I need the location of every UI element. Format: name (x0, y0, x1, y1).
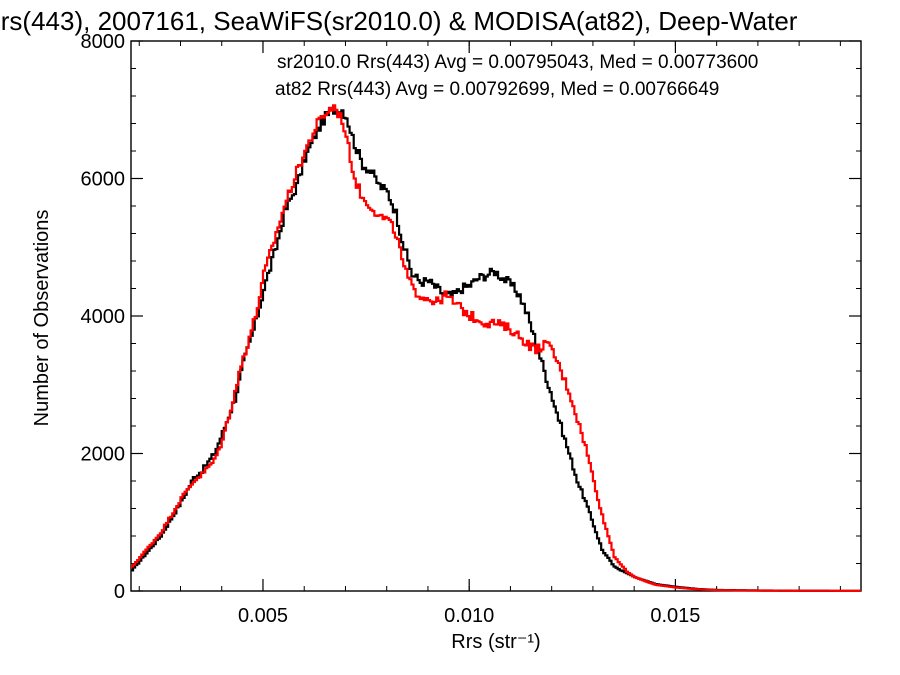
y-tick-label: 0 (114, 581, 125, 603)
x-tick-label: 0.010 (444, 605, 494, 627)
y-tick-label: 2000 (81, 444, 126, 466)
plot-frame (130, 40, 862, 592)
x-tick-label: 0.015 (650, 605, 700, 627)
y-tick-label: 6000 (81, 169, 126, 191)
legend-entry-sr2010: sr2010.0 Rrs(443) Avg = 0.00795043, Med … (277, 52, 758, 73)
series-line-at82 (131, 104, 861, 592)
y-axis-label: Number of Observations (31, 210, 53, 427)
series-layer (131, 104, 861, 592)
y-tick-label: 8000 (81, 31, 126, 53)
y-tick-label: 4000 (81, 306, 126, 328)
x-axis-label: Rrs (str⁻¹) (451, 631, 540, 653)
legend: sr2010.0 Rrs(443) Avg = 0.00795043, Med … (275, 52, 758, 100)
series-line-sr2010-0 (131, 107, 861, 592)
plot-axes: 0.005 0.010 0.015 0 2000 4000 6000 8000 (81, 31, 862, 627)
x-tick-label: 0.005 (238, 605, 288, 627)
chart-title: Rrs(443), 2007161, SeaWiFS(sr2010.0) & M… (0, 6, 798, 36)
legend-entry-at82: at82 Rrs(443) Avg = 0.00792699, Med = 0.… (275, 79, 719, 100)
